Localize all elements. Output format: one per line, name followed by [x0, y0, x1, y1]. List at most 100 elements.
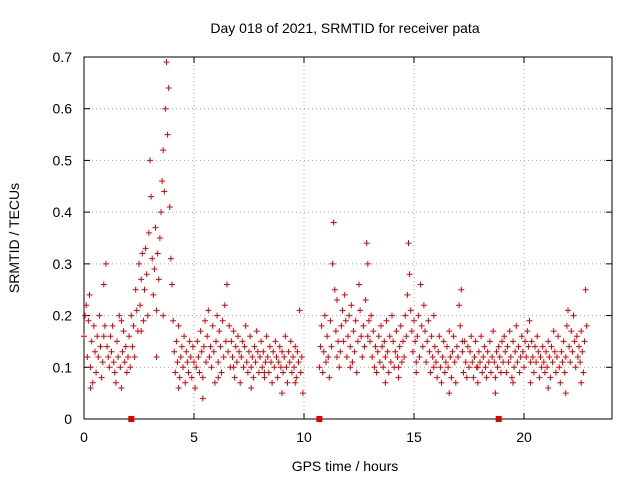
data-point — [156, 235, 163, 241]
data-point — [258, 338, 265, 345]
data-point — [260, 348, 267, 355]
data-point — [215, 359, 222, 366]
data-point — [527, 379, 534, 386]
data-point — [241, 343, 248, 350]
data-point — [228, 338, 235, 345]
data-point — [555, 333, 562, 340]
data-point — [261, 369, 268, 376]
data-point — [142, 245, 149, 252]
data-point — [449, 348, 456, 355]
data-point — [262, 359, 269, 366]
data-point — [259, 364, 266, 371]
data-point — [539, 343, 546, 350]
data-point — [202, 317, 208, 324]
data-point — [297, 369, 304, 376]
data-point — [533, 359, 540, 366]
data-point — [534, 333, 541, 340]
gap-marker — [316, 416, 323, 422]
data-point — [185, 369, 192, 376]
x-axis-label: GPS time / hours — [292, 458, 399, 474]
data-point — [401, 353, 408, 360]
data-point — [299, 390, 306, 397]
data-point — [395, 374, 402, 381]
data-point — [176, 374, 183, 381]
data-point — [110, 359, 117, 366]
data-point — [189, 343, 196, 350]
data-point — [160, 147, 167, 154]
data-point — [336, 364, 343, 371]
data-point — [127, 364, 134, 371]
data-point — [318, 322, 325, 329]
data-point — [581, 338, 588, 345]
data-point — [187, 353, 194, 360]
data-point — [414, 333, 421, 340]
data-point — [83, 302, 90, 309]
data-point — [282, 333, 289, 340]
data-point — [356, 281, 362, 288]
data-point — [152, 224, 159, 231]
data-point — [221, 302, 228, 309]
x-tick-label: 20 — [516, 429, 532, 445]
data-point — [541, 369, 548, 376]
data-point — [369, 353, 376, 360]
data-point — [486, 338, 493, 345]
data-point — [481, 343, 488, 350]
data-point — [367, 338, 373, 345]
data-point — [163, 59, 170, 66]
data-point — [472, 338, 479, 345]
data-point — [573, 333, 580, 340]
data-point — [133, 307, 140, 314]
data-point — [558, 348, 565, 355]
data-point — [160, 312, 167, 319]
data-point — [583, 322, 590, 329]
data-point — [582, 286, 589, 293]
data-point — [459, 348, 466, 355]
gap-markers — [128, 416, 502, 422]
data-point — [178, 343, 185, 350]
plot-frame — [83, 56, 613, 420]
data-point — [107, 333, 114, 340]
data-point — [384, 348, 391, 355]
data-point — [492, 374, 499, 381]
data-point — [273, 353, 280, 360]
data-point — [506, 328, 513, 335]
data-point — [199, 374, 206, 381]
data-point — [513, 322, 520, 329]
data-point — [359, 353, 366, 360]
data-point — [126, 333, 133, 340]
data-point — [263, 333, 270, 340]
data-point — [89, 379, 96, 386]
data-point — [345, 333, 351, 340]
data-point — [508, 374, 515, 381]
data-point — [404, 291, 411, 298]
data-point — [568, 328, 575, 335]
data-point — [220, 353, 227, 360]
data-point — [507, 353, 514, 360]
data-point — [522, 338, 529, 345]
data-point — [119, 348, 126, 355]
data-point — [554, 353, 560, 360]
data-point — [495, 343, 502, 350]
data-point — [483, 374, 490, 381]
data-point — [442, 359, 449, 366]
data-point — [82, 312, 89, 319]
data-point — [354, 338, 361, 345]
data-point — [339, 307, 346, 314]
data-point — [182, 379, 189, 386]
data-point — [343, 353, 350, 360]
data-point — [474, 379, 481, 386]
data-point — [84, 353, 91, 360]
data-point — [128, 312, 135, 319]
data-point — [338, 322, 345, 329]
data-point — [95, 353, 102, 360]
data-point — [551, 348, 558, 355]
data-point — [349, 359, 356, 366]
data-point — [364, 260, 371, 267]
data-point — [222, 338, 229, 345]
data-point — [382, 353, 389, 360]
data-point — [491, 359, 498, 366]
data-point — [490, 328, 497, 335]
y-tick-label: 0.1 — [53, 359, 73, 375]
data-point — [255, 369, 262, 376]
data-point — [557, 379, 564, 386]
